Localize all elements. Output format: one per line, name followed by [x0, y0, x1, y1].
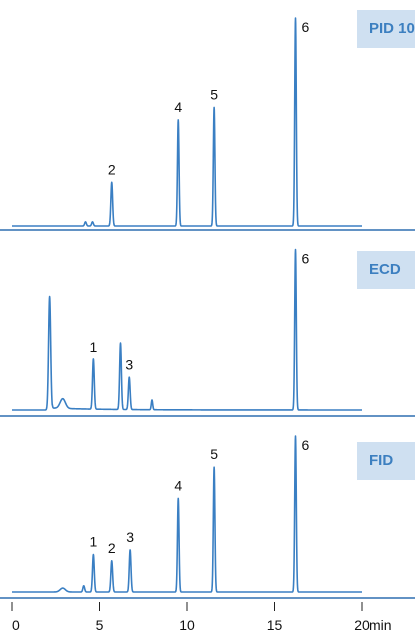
peak-label-fid-5: 5: [210, 446, 218, 462]
x-tick-label-5: 5: [96, 617, 104, 633]
chromatogram-traces: [11, 17, 363, 593]
trace-fid: [11, 435, 363, 593]
x-tick-label-20: 20: [354, 617, 370, 633]
x-tick-label-10: 10: [179, 617, 195, 633]
time-axis: 0 5 10 15 20 min: [11, 602, 392, 633]
detector-badge-ecd: ECD: [357, 251, 415, 289]
x-axis-unit: min: [369, 617, 392, 633]
peak-label-ecd-1: 1: [89, 339, 97, 355]
x-tick-label-0: 0: [12, 617, 20, 633]
peak-label-pid-10-6-6: 6: [302, 19, 310, 35]
peak-label-pid-10-6-5: 5: [210, 86, 218, 102]
peak-label-fid-2: 2: [108, 540, 116, 556]
peak-label-fid-4: 4: [174, 477, 182, 493]
detector-badge-pid: PID 10.6: [357, 10, 415, 48]
peak-label-ecd-3: 3: [125, 357, 133, 373]
peak-label-fid-6: 6: [302, 437, 310, 453]
peak-label-pid-10-6-4: 4: [174, 99, 182, 115]
x-tick-label-15: 15: [267, 617, 283, 633]
trace-pid-10-6: [11, 17, 363, 227]
trace-ecd: [11, 248, 363, 411]
peak-label-fid-3: 3: [126, 529, 134, 545]
peak-label-fid-1: 1: [89, 534, 97, 550]
detector-badge-fid: FID: [357, 442, 415, 480]
peak-label-ecd-6: 6: [302, 251, 310, 267]
peak-label-pid-10-6-2: 2: [108, 161, 116, 177]
panel-frames: [0, 229, 415, 599]
